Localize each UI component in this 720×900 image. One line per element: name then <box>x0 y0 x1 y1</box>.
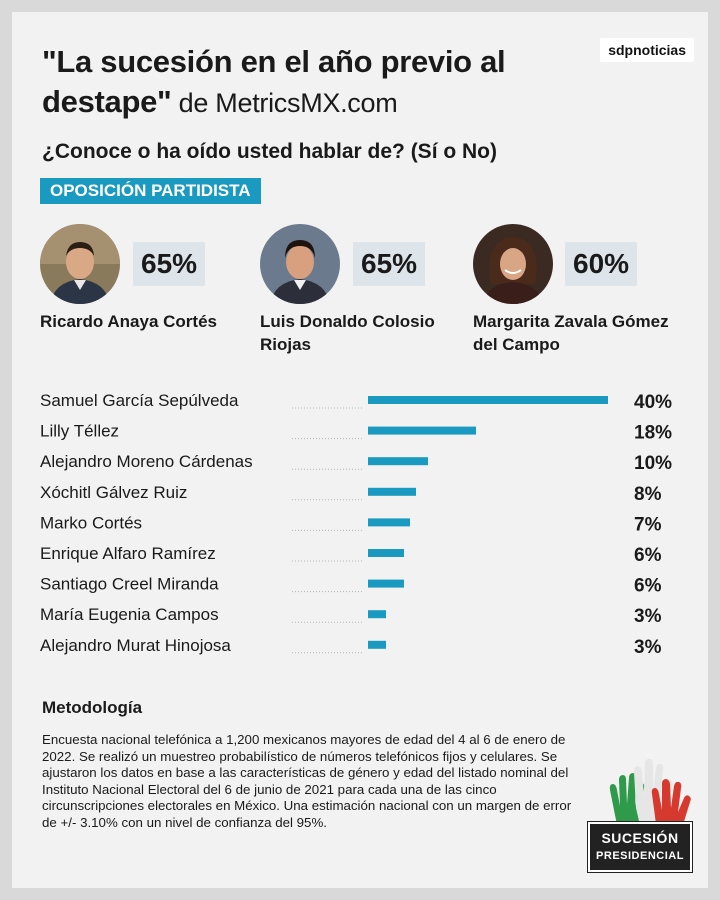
bar <box>368 396 608 404</box>
section-label: OPOSICIÓN PARTIDISTA <box>40 178 261 204</box>
bar-label: Lilly Téllez <box>40 422 119 441</box>
bar-label: Alejandro Moreno Cárdenas <box>40 452 253 471</box>
infographic-card: "La sucesión en el año previo al destape… <box>12 12 708 888</box>
title-source: de MetricsMX.com <box>171 88 398 118</box>
bar <box>368 579 404 588</box>
methodology-text: Encuesta nacional telefónica a 1,200 mex… <box>42 732 572 830</box>
bar-value-label: 10% <box>634 453 672 474</box>
bar <box>368 518 410 527</box>
bar-label: Samuel García Sepúlveda <box>40 391 239 410</box>
bar-label: Alejandro Murat Hinojosa <box>40 636 231 655</box>
bar-value-label: 3% <box>634 606 662 627</box>
bar <box>368 487 416 496</box>
bar <box>368 457 428 466</box>
survey-question: ¿Conoce o ha oído usted hablar de? (Sí o… <box>42 140 498 163</box>
highlight-name: Ricardo Anaya Cortés <box>40 312 217 331</box>
page-title: "La sucesión en el año previo al destape… <box>42 42 562 123</box>
bar-label: Xóchitl Gálvez Ruiz <box>40 483 187 502</box>
bar-value-label: 8% <box>634 484 662 505</box>
bar-value-label: 40% <box>634 392 672 413</box>
bar-value-label: 18% <box>634 423 672 444</box>
highlight-name: Margarita Zavala Gómez del Campo <box>473 312 669 354</box>
bar-value-label: 3% <box>634 637 662 658</box>
highlight-value: 65% <box>133 242 206 286</box>
methodology-heading: Metodología <box>42 698 143 717</box>
bar <box>368 549 404 557</box>
bar-label: Santiago Creel Miranda <box>40 575 219 594</box>
brand-logo[interactable]: sdpnoticias <box>600 38 694 62</box>
bar-label: Enrique Alfaro Ramírez <box>40 544 216 563</box>
logo-line1: SUCESIÓN <box>601 830 679 846</box>
bar-value-label: 6% <box>634 545 662 566</box>
bar <box>368 426 476 435</box>
awareness-bar-chart: Samuel García Sepúlveda 40% Lilly Téllez 18… <box>40 391 672 658</box>
avatar-luis-donaldo-colosio <box>260 224 340 304</box>
bar <box>368 640 386 649</box>
highlight-value: 60% <box>565 242 638 286</box>
highlight-name: Luis Donaldo Colosio Riojas <box>260 312 435 354</box>
highlight-value: 65% <box>353 242 426 286</box>
bar-label: Marko Cortés <box>40 513 142 532</box>
avatar-margarita-zavala <box>473 224 553 304</box>
title-main: "La sucesión en el año previo al destape… <box>42 44 506 119</box>
logo-line2: PRESIDENCIAL <box>596 850 684 862</box>
sucesion-presidencial-logo: SUCESIÓN PRESIDENCIAL <box>587 821 693 873</box>
bar <box>368 610 386 619</box>
bar-label: María Eugenia Campos <box>40 605 219 624</box>
bar-value-label: 6% <box>634 576 662 597</box>
bar-value-label: 7% <box>634 514 662 535</box>
